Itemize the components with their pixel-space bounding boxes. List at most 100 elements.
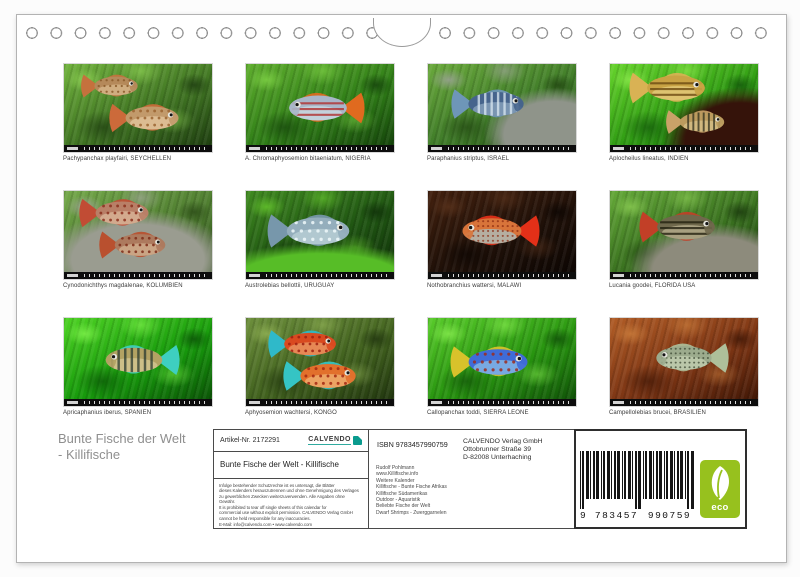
scale-label bbox=[67, 401, 78, 404]
calvendo-logo-text-wrap: CALVENDO bbox=[308, 435, 351, 446]
barcode-bar bbox=[674, 451, 675, 499]
fish-photo bbox=[63, 317, 213, 407]
barcode-bar bbox=[643, 451, 644, 499]
fish-photo bbox=[245, 190, 395, 280]
fish-illustration bbox=[639, 211, 715, 243]
barcode-bar bbox=[659, 451, 662, 499]
calendar-title-line2: - Killifische bbox=[58, 447, 121, 462]
scale-ticks bbox=[448, 274, 572, 277]
legal-line: cannot be held responsible for any inacc… bbox=[219, 516, 311, 522]
legal-line: It is prohibited to tear off single shee… bbox=[219, 504, 327, 510]
scale-ticks bbox=[84, 401, 208, 404]
scale-label bbox=[249, 401, 260, 404]
fish-photo bbox=[427, 63, 577, 153]
barcode-digits: 9 783457 990759 bbox=[580, 510, 696, 521]
author-line: Outdoor - Aquaristik bbox=[376, 497, 421, 504]
photo-caption: A. Chromaphyosemion bitaeniatum, NIGERIA bbox=[245, 156, 371, 162]
fish-photo bbox=[609, 190, 759, 280]
legal-line: commercial use without explicit permissi… bbox=[219, 510, 353, 516]
isbn: ISBN 9783457990759 bbox=[377, 440, 448, 449]
product-title: Bunte Fische der Welt - Killifische bbox=[214, 452, 368, 479]
barcode-bar bbox=[611, 451, 612, 499]
calvendo-logo-text: CALVENDO bbox=[308, 435, 351, 443]
photo-cell: Cynodonichthys magdalenae, KOLUMBIEN bbox=[63, 190, 213, 289]
scale-ticks bbox=[84, 274, 208, 277]
author-line: www.Killifische.info bbox=[376, 471, 419, 478]
barcode-bar bbox=[653, 451, 654, 499]
fish-photo bbox=[245, 63, 395, 153]
barcode-bar bbox=[680, 451, 683, 499]
legal-text: Infolge bestehender Schutzrechte ist es … bbox=[214, 479, 368, 531]
barcode-bar bbox=[638, 451, 641, 509]
barcode-bar bbox=[622, 451, 623, 499]
author-line: Killifische Südamerikas bbox=[376, 490, 428, 497]
photo-caption: Aplocheilus lineatus, INDIEN bbox=[609, 156, 689, 162]
barcode-bar bbox=[607, 451, 610, 499]
barcode-bar bbox=[601, 451, 602, 499]
barcode-bar bbox=[664, 451, 665, 499]
scale-ticks bbox=[630, 401, 754, 404]
photo-cell: Aplocheilus lineatus, INDIEN bbox=[609, 63, 759, 162]
fish-illustration bbox=[267, 214, 350, 248]
barcode-bar bbox=[687, 451, 689, 509]
scale-ticks bbox=[266, 274, 390, 277]
barcode-bar bbox=[666, 451, 668, 499]
photo-cell: Austrolebias bellottii, URUGUAY bbox=[245, 190, 395, 289]
barcode-bar bbox=[614, 451, 616, 499]
photo-cell: Pachypanchax playfairi, SEYCHELLEN bbox=[63, 63, 213, 162]
artikel-row: Artikel-Nr. 2172291 CALVENDO bbox=[214, 430, 368, 452]
eco-logo: eco bbox=[700, 460, 740, 518]
barcode-bar bbox=[617, 451, 620, 499]
photo-cell: A. Chromaphyosemion bitaeniatum, NIGERIA bbox=[245, 63, 395, 162]
calendar-back-sheet: Pachypanchax playfairi, SEYCHELLEN A. Ch… bbox=[16, 14, 787, 563]
fish-illustration bbox=[105, 344, 180, 376]
calendar-title: Bunte Fische der Welt - Killifische bbox=[58, 431, 186, 463]
photo-scale-bar bbox=[246, 272, 394, 279]
barcode-bars bbox=[580, 451, 696, 509]
photo-scale-bar bbox=[428, 399, 576, 406]
photo-cell: Aphyosemion wachtersi, KONGO bbox=[245, 317, 395, 416]
photo-caption: Austrolebias bellottii, URUGUAY bbox=[245, 283, 335, 289]
author-line: Killifische - Bunte Fische Afrikas bbox=[376, 484, 447, 491]
scale-ticks bbox=[448, 401, 572, 404]
calendar-title-line1: Bunte Fische der Welt bbox=[58, 431, 186, 446]
photo-scale-bar bbox=[246, 399, 394, 406]
pub-line: CALVENDO Verlag GmbH bbox=[463, 438, 543, 445]
product-info-box: Artikel-Nr. 2172291 CALVENDO Bunte Fisch… bbox=[213, 429, 369, 529]
legal-line: E-Mail: info@calvendo.com • www.calvendo… bbox=[219, 521, 313, 527]
barcode-digit-lead: 9 bbox=[580, 510, 586, 521]
photo-cell: Campellolebias brucei, BRASILIEN bbox=[609, 317, 759, 416]
barcode-bar bbox=[586, 451, 589, 499]
photo-scale-bar bbox=[428, 272, 576, 279]
scale-label bbox=[613, 147, 624, 150]
legal-line: Infolge bestehender Schutzrechte ist es … bbox=[219, 482, 335, 488]
fish-illustration bbox=[268, 330, 356, 391]
publisher-box: ISBN 9783457990759 CALVENDO Verlag GmbH O… bbox=[368, 429, 575, 529]
fish-illustration bbox=[289, 92, 365, 124]
eco-label: eco bbox=[711, 502, 729, 513]
author-line: Rudolf Pohlmann bbox=[376, 465, 415, 471]
barcode-bar bbox=[590, 451, 591, 499]
photo-grid: Pachypanchax playfairi, SEYCHELLEN A. Ch… bbox=[17, 15, 786, 562]
barcode-bar bbox=[593, 451, 595, 499]
fish-photo bbox=[427, 317, 577, 407]
barcode-bar bbox=[632, 451, 633, 499]
fish-photo bbox=[609, 317, 759, 407]
photo-scale-bar bbox=[64, 399, 212, 406]
photo-caption: Callopanchax toddi, SIERRA LEONE bbox=[427, 410, 529, 416]
photo-scale-bar bbox=[610, 145, 758, 152]
calvendo-logo-icon bbox=[353, 435, 362, 445]
scale-ticks bbox=[84, 147, 208, 150]
author-line: Dwarf Shrimps - Zwerggarnelen bbox=[376, 509, 447, 516]
scale-label bbox=[431, 147, 442, 150]
author-info: Rudolf Pohlmann www.Killifische.info Weite… bbox=[376, 465, 447, 516]
scale-label bbox=[67, 147, 78, 150]
fish-photo bbox=[427, 190, 577, 280]
leaf-icon bbox=[709, 466, 730, 500]
scale-label bbox=[613, 274, 624, 277]
photo-caption: Cynodonichthys magdalenae, KOLUMBIEN bbox=[63, 283, 183, 289]
author-line: Beliebte Fische der Welt bbox=[376, 503, 431, 510]
barcode-digit-group2: 990759 bbox=[647, 510, 692, 521]
scale-label bbox=[431, 401, 442, 404]
